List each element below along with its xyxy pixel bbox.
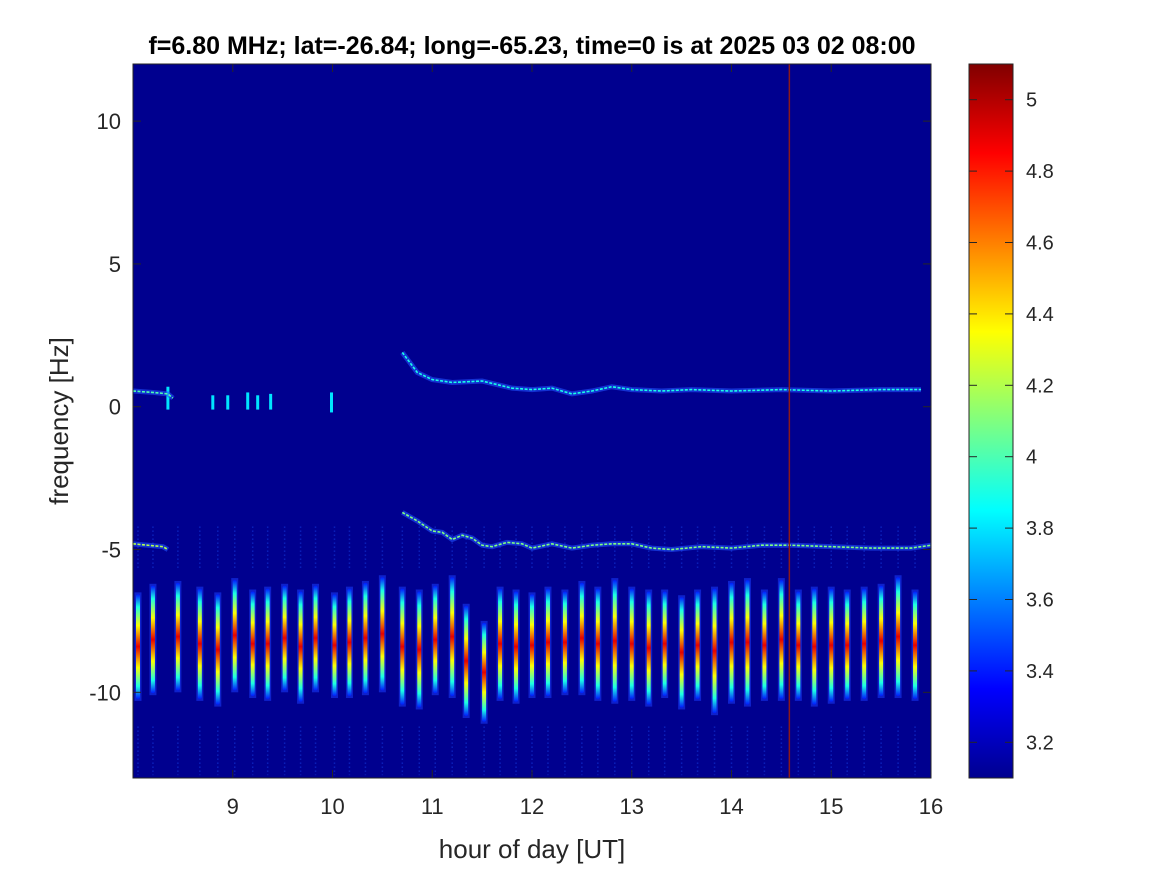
doppler-blip (256, 395, 260, 410)
doppler-blip (166, 386, 170, 410)
doppler-stripe (232, 580, 237, 691)
colorbar-tick-label: 4.8 (1026, 161, 1054, 183)
x-tick-label: 12 (520, 794, 544, 819)
doppler-trace (401, 511, 931, 551)
doppler-stripe (450, 577, 455, 697)
doppler-stripe (762, 591, 767, 699)
y-tick-label: 0 (109, 395, 121, 420)
doppler-trace (133, 390, 174, 399)
doppler-stripe (347, 588, 352, 697)
colorbar-tick-label: 3.2 (1026, 732, 1054, 754)
doppler-blip (211, 395, 215, 410)
doppler-stripe (862, 588, 867, 699)
doppler-stripe (250, 591, 255, 697)
doppler-stripe (745, 580, 750, 705)
doppler-stripe (845, 591, 850, 699)
colorbar-tick-label: 4 (1026, 447, 1037, 469)
doppler-stripe (298, 591, 303, 702)
doppler-stripe (562, 591, 567, 694)
doppler-stripe (514, 591, 519, 702)
doppler-stripe (712, 588, 717, 714)
doppler-blip (269, 393, 273, 410)
doppler-stripe (433, 585, 438, 694)
doppler-stripe (913, 591, 918, 699)
doppler-stripe (829, 588, 834, 702)
doppler-trace (401, 351, 922, 395)
y-tick-label: 10 (97, 109, 121, 134)
doppler-stripe (796, 591, 801, 699)
doppler-stripe (197, 588, 202, 699)
doppler-stripe (363, 582, 368, 694)
doppler-stripe (879, 585, 884, 697)
x-tick-label: 15 (819, 794, 843, 819)
doppler-stripe (579, 582, 584, 694)
doppler-stripe (265, 588, 270, 699)
doppler-stripe (482, 622, 487, 722)
doppler-stripe (695, 591, 700, 699)
chart-title: f=6.80 MHz; lat=-26.84; long=-65.23, tim… (148, 32, 915, 60)
doppler-stripe (400, 588, 405, 705)
colorbar-tick-label: 5 (1026, 90, 1037, 112)
y-tick-label: -5 (101, 538, 121, 563)
doppler-stripe (498, 588, 503, 699)
doppler-stripe (779, 580, 784, 699)
x-tick-label: 14 (719, 794, 743, 819)
x-tick-label: 16 (919, 794, 943, 819)
doppler-stripe (464, 605, 469, 717)
x-tick-label: 9 (227, 794, 239, 819)
x-tick-label: 11 (421, 794, 444, 819)
doppler-stripe (417, 591, 422, 708)
colorbar-tick-label: 4.2 (1026, 375, 1054, 397)
doppler-trace (133, 543, 169, 551)
doppler-stripe (612, 580, 617, 702)
doppler-stripe (812, 588, 817, 705)
x-tick-label: 13 (620, 794, 644, 819)
colorbar-tick-label: 3.4 (1026, 661, 1054, 683)
plot-area: 9 10 11 12 13 14 15 16 -10 -5 0 5 10 (89, 63, 943, 819)
doppler-stripe (135, 594, 140, 699)
doppler-stripe (175, 582, 180, 691)
doppler-stripe (595, 588, 600, 699)
doppler-blip (330, 392, 334, 413)
doppler-stripe (646, 591, 651, 705)
colorbar-ticks: 3.2 3.4 3.6 3.8 4 4.2 4.4 4.6 4.8 5 (969, 90, 1054, 754)
doppler-stripe (215, 594, 220, 705)
colorbar-gradient (968, 63, 1014, 779)
y-tick-label: -10 (89, 680, 121, 705)
doppler-stripe (545, 588, 550, 697)
colorbar-tick-label: 3.8 (1026, 518, 1054, 540)
doppler-stripe (282, 585, 287, 691)
doppler-stripe (332, 594, 337, 697)
y-axis-ticks: -10 -5 0 5 10 (89, 109, 931, 705)
colorbar: 3.2 3.4 3.6 3.8 4 4.2 4.4 4.6 4.8 5 (968, 63, 1054, 779)
colorbar-tick-label: 4.4 (1026, 304, 1054, 326)
doppler-stripe (313, 585, 318, 691)
doppler-blip (226, 395, 230, 410)
x-tick-label: 10 (320, 794, 344, 819)
y-tick-label: 5 (109, 252, 121, 277)
heatmap-layer (133, 350, 931, 776)
doppler-blip (246, 392, 250, 410)
doppler-stripe (150, 585, 155, 694)
y-axis-label: frequency [Hz] (44, 337, 74, 505)
colorbar-tick-label: 3.6 (1026, 590, 1054, 612)
doppler-stripe (662, 591, 667, 697)
doppler-stripe (679, 597, 684, 708)
doppler-stripe (530, 594, 534, 697)
colorbar-tick-label: 4.6 (1026, 233, 1054, 255)
x-axis-ticks: 9 10 11 12 13 14 15 16 (227, 64, 943, 819)
doppler-stripe (729, 582, 734, 702)
x-axis-label: hour of day [UT] (439, 834, 625, 864)
doppler-stripe (896, 577, 901, 697)
doppler-stripe (380, 577, 385, 691)
doppler-stripe (629, 588, 634, 699)
